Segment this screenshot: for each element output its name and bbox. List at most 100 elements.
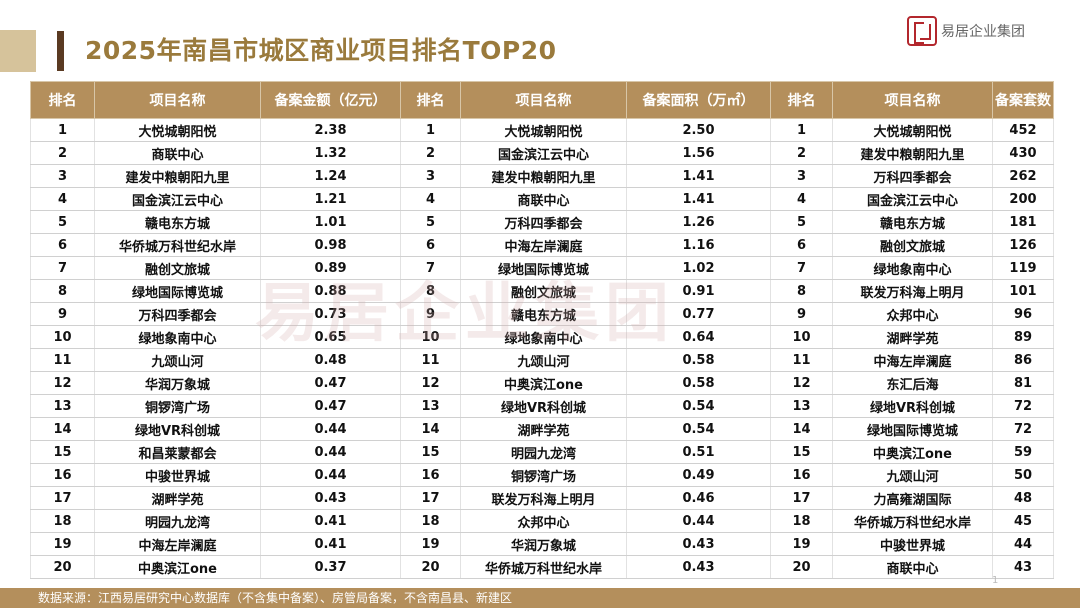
table-body: 1 大悦城朝阳悦 2.38 1 大悦城朝阳悦 2.50 1 大悦城朝阳悦 452 2 商联中心 1.3… bbox=[30, 118, 1054, 579]
rank-cell: 3 bbox=[770, 164, 833, 188]
value-cell: 0.51 bbox=[626, 440, 771, 464]
project-name-cell: 建发中粮朝阳九里 bbox=[460, 164, 627, 188]
value-cell: 0.41 bbox=[260, 509, 401, 533]
project-name-cell: 绿地国际博览城 bbox=[460, 256, 627, 280]
value-cell: 86 bbox=[992, 348, 1054, 372]
rank-cell: 7 bbox=[770, 256, 833, 280]
project-name-cell: 绿地国际博览城 bbox=[832, 417, 993, 441]
rank-cell: 10 bbox=[30, 325, 95, 349]
value-cell: 1.21 bbox=[260, 187, 401, 211]
rank-cell: 15 bbox=[400, 440, 461, 464]
rank-cell: 6 bbox=[400, 233, 461, 257]
table-row: 7 融创文旅城 0.89 7 绿地国际博览城 1.02 7 绿地象南中心 119 bbox=[30, 256, 1054, 280]
rank-cell: 2 bbox=[30, 141, 95, 165]
project-name-cell: 融创文旅城 bbox=[94, 256, 261, 280]
value-cell: 59 bbox=[992, 440, 1054, 464]
rank-cell: 5 bbox=[400, 210, 461, 234]
rank-cell: 7 bbox=[400, 256, 461, 280]
project-name-cell: 力高雍湖国际 bbox=[832, 486, 993, 510]
project-name-cell: 绿地国际博览城 bbox=[94, 279, 261, 303]
project-name-cell: 明园九龙湾 bbox=[94, 509, 261, 533]
ranking-table: 排名 项目名称 备案金额（亿元） 排名 项目名称 备案面积（万㎡） 排名 项目名称 备案套数 1… bbox=[30, 81, 1054, 579]
value-cell: 0.64 bbox=[626, 325, 771, 349]
table-row: 11 九颂山河 0.48 11 九颂山河 0.58 11 中海左岸澜庭 86 bbox=[30, 348, 1054, 372]
project-name-cell: 中海左岸澜庭 bbox=[460, 233, 627, 257]
project-name-cell: 湖畔学苑 bbox=[832, 325, 993, 349]
column-header: 备案套数 bbox=[992, 81, 1054, 119]
project-name-cell: 融创文旅城 bbox=[832, 233, 993, 257]
project-name-cell: 铜锣湾广场 bbox=[94, 394, 261, 418]
rank-cell: 14 bbox=[30, 417, 95, 441]
project-name-cell: 中海左岸澜庭 bbox=[94, 532, 261, 556]
rank-cell: 15 bbox=[30, 440, 95, 464]
value-cell: 0.48 bbox=[260, 348, 401, 372]
value-cell: 126 bbox=[992, 233, 1054, 257]
rank-cell: 19 bbox=[400, 532, 461, 556]
title-divider-mark bbox=[57, 31, 64, 71]
project-name-cell: 湖畔学苑 bbox=[460, 417, 627, 441]
value-cell: 1.56 bbox=[626, 141, 771, 165]
rank-cell: 13 bbox=[400, 394, 461, 418]
value-cell: 1.24 bbox=[260, 164, 401, 188]
project-name-cell: 众邦中心 bbox=[460, 509, 627, 533]
value-cell: 0.65 bbox=[260, 325, 401, 349]
project-name-cell: 绿地象南中心 bbox=[460, 325, 627, 349]
project-name-cell: 商联中心 bbox=[460, 187, 627, 211]
table-row: 14 绿地VR科创城 0.44 14 湖畔学苑 0.54 14 绿地国际博览城 72 bbox=[30, 417, 1054, 441]
rank-cell: 8 bbox=[400, 279, 461, 303]
table-row: 6 华侨城万科世纪水岸 0.98 6 中海左岸澜庭 1.16 6 融创文旅城 126 bbox=[30, 233, 1054, 257]
value-cell: 81 bbox=[992, 371, 1054, 395]
project-name-cell: 中骏世界城 bbox=[94, 463, 261, 487]
value-cell: 0.44 bbox=[260, 440, 401, 464]
value-cell: 0.49 bbox=[626, 463, 771, 487]
rank-cell: 20 bbox=[770, 555, 833, 579]
project-name-cell: 华润万象城 bbox=[94, 371, 261, 395]
rank-cell: 20 bbox=[400, 555, 461, 579]
project-name-cell: 建发中粮朝阳九里 bbox=[94, 164, 261, 188]
value-cell: 101 bbox=[992, 279, 1054, 303]
project-name-cell: 绿地VR科创城 bbox=[832, 394, 993, 418]
page-number: 1 bbox=[992, 575, 999, 586]
rank-cell: 16 bbox=[30, 463, 95, 487]
value-cell: 48 bbox=[992, 486, 1054, 510]
rank-cell: 16 bbox=[400, 463, 461, 487]
value-cell: 0.37 bbox=[260, 555, 401, 579]
project-name-cell: 众邦中心 bbox=[832, 302, 993, 326]
rank-cell: 4 bbox=[400, 187, 461, 211]
project-name-cell: 中奥滨江one bbox=[832, 440, 993, 464]
value-cell: 0.47 bbox=[260, 371, 401, 395]
rank-cell: 5 bbox=[770, 210, 833, 234]
value-cell: 1.41 bbox=[626, 164, 771, 188]
value-cell: 0.91 bbox=[626, 279, 771, 303]
project-name-cell: 大悦城朝阳悦 bbox=[832, 118, 993, 142]
project-name-cell: 融创文旅城 bbox=[460, 279, 627, 303]
project-name-cell: 大悦城朝阳悦 bbox=[94, 118, 261, 142]
value-cell: 200 bbox=[992, 187, 1054, 211]
project-name-cell: 铜锣湾广场 bbox=[460, 463, 627, 487]
project-name-cell: 赣电东方城 bbox=[94, 210, 261, 234]
column-header: 排名 bbox=[400, 81, 461, 119]
column-header: 项目名称 bbox=[460, 81, 627, 119]
rank-cell: 19 bbox=[770, 532, 833, 556]
rank-cell: 1 bbox=[30, 118, 95, 142]
rank-cell: 18 bbox=[770, 509, 833, 533]
project-name-cell: 商联中心 bbox=[832, 555, 993, 579]
value-cell: 1.16 bbox=[626, 233, 771, 257]
rank-cell: 9 bbox=[30, 302, 95, 326]
table-row: 20 中奥滨江one 0.37 20 华侨城万科世纪水岸 0.43 20 商联中心 43 bbox=[30, 555, 1054, 579]
value-cell: 0.43 bbox=[626, 555, 771, 579]
project-name-cell: 国金滨江云中心 bbox=[832, 187, 993, 211]
table-row: 16 中骏世界城 0.44 16 铜锣湾广场 0.49 16 九颂山河 50 bbox=[30, 463, 1054, 487]
project-name-cell: 绿地VR科创城 bbox=[460, 394, 627, 418]
table-row: 2 商联中心 1.32 2 国金滨江云中心 1.56 2 建发中粮朝阳九里 430 bbox=[30, 141, 1054, 165]
rank-cell: 17 bbox=[30, 486, 95, 510]
project-name-cell: 中海左岸澜庭 bbox=[832, 348, 993, 372]
value-cell: 43 bbox=[992, 555, 1054, 579]
project-name-cell: 万科四季都会 bbox=[94, 302, 261, 326]
yiju-seal-logo-icon bbox=[907, 16, 937, 46]
rank-cell: 10 bbox=[400, 325, 461, 349]
rank-cell: 1 bbox=[770, 118, 833, 142]
rank-cell: 3 bbox=[30, 164, 95, 188]
value-cell: 0.44 bbox=[626, 509, 771, 533]
value-cell: 72 bbox=[992, 417, 1054, 441]
